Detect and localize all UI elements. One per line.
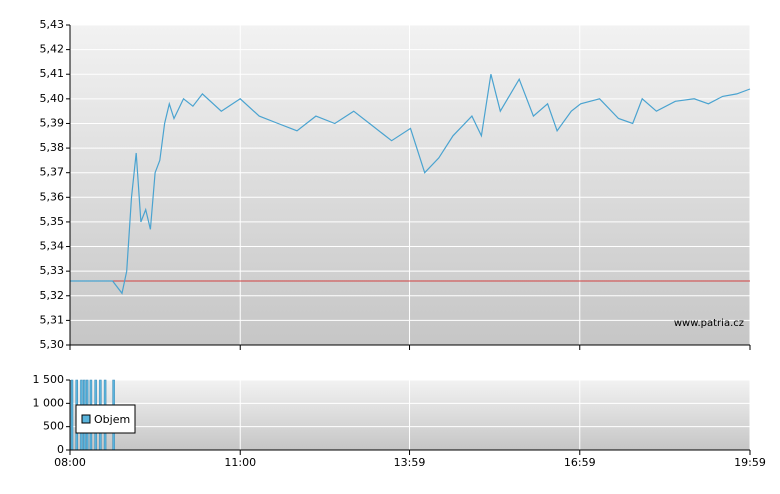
- y-tick-label: 500: [43, 420, 64, 433]
- x-tick-label: 13:59: [394, 456, 426, 469]
- y-tick-label: 1 000: [33, 396, 65, 409]
- y-tick-label: 5,39: [40, 116, 65, 129]
- y-tick-label: 5,32: [40, 289, 65, 302]
- legend-box: [75, 404, 136, 434]
- y-tick-label: 0: [57, 443, 64, 456]
- volume-bar: [70, 379, 74, 451]
- x-tick-label: 08:00: [54, 456, 86, 469]
- y-tick-label: 1 500: [33, 373, 65, 386]
- y-tick-label: 5,30: [40, 338, 65, 351]
- legend-swatch: [81, 414, 91, 424]
- x-tick-label: 11:00: [224, 456, 256, 469]
- y-tick-label: 5,40: [40, 92, 65, 105]
- x-tick-label: 19:59: [734, 456, 766, 469]
- y-tick-label: 5,37: [40, 166, 65, 179]
- y-tick-label: 5,43: [40, 18, 65, 31]
- y-tick-label: 5,34: [40, 240, 65, 253]
- x-tick-label: 16:59: [564, 456, 596, 469]
- y-tick-label: 5,38: [40, 141, 65, 154]
- watermark: www.patria.cz: [674, 318, 744, 329]
- y-tick-label: 5,31: [40, 313, 65, 326]
- y-tick-label: 5,42: [40, 43, 65, 56]
- price-line: [70, 74, 751, 295]
- legend-label: Objem: [94, 413, 130, 426]
- y-tick-label: 5,41: [40, 67, 65, 80]
- y-tick-label: 5,36: [40, 190, 65, 203]
- y-tick-label: 5,35: [40, 215, 65, 228]
- y-tick-label: 5,33: [40, 264, 65, 277]
